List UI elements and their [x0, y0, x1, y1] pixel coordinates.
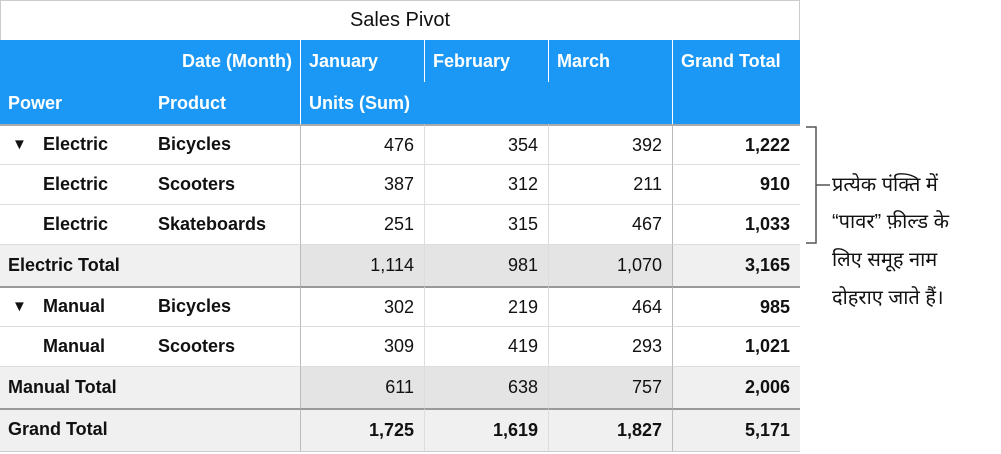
value-cell: 312: [424, 164, 548, 204]
value-cell: 464: [548, 286, 672, 326]
product-cell: Bicycles: [158, 295, 232, 316]
header-cell: [672, 82, 800, 124]
power-cell: Electric: [43, 133, 109, 154]
total-cell: 1,021: [672, 326, 800, 366]
total-cell: 910: [672, 164, 800, 204]
value-cell: 211: [548, 164, 672, 204]
table-title: Sales Pivot: [0, 0, 800, 40]
product-cell: Scooters: [158, 335, 236, 356]
header-cell: Power: [8, 92, 63, 113]
header-cell: March: [548, 40, 672, 82]
product-cell: Bicycles: [158, 133, 232, 154]
annotation-line: दोहराए जाते हैं।: [832, 287, 944, 309]
disclosure-triangle: ▼: [12, 135, 27, 153]
value-cell: 757: [548, 366, 672, 408]
value-cell: 1,619: [424, 408, 548, 451]
value-cell: 1,114: [300, 244, 424, 286]
table-row: [0, 164, 800, 204]
table-row: [0, 124, 800, 164]
disclosure-triangle: ▼: [12, 297, 27, 315]
header-cell: Date (Month): [182, 50, 292, 71]
total-cell: 5,171: [672, 408, 800, 451]
power-cell: Manual: [43, 295, 106, 316]
value-cell: 251: [300, 204, 424, 244]
value-cell: 293: [548, 326, 672, 366]
value-cell: 392: [548, 124, 672, 164]
value-cell: 1,070: [548, 244, 672, 286]
power-cell: Electric: [43, 213, 109, 234]
value-cell: 1,827: [548, 408, 672, 451]
total-cell: 1,222: [672, 124, 800, 164]
total-cell: 1,033: [672, 204, 800, 244]
value-cell: 354: [424, 124, 548, 164]
header-cell: Grand Total: [672, 40, 800, 82]
value-cell: 219: [424, 286, 548, 326]
total-label: Grand Total: [8, 419, 108, 439]
total-cell: 985: [672, 286, 800, 326]
power-cell: Electric: [43, 173, 109, 194]
power-cell: Manual: [43, 335, 106, 356]
header-cell: February: [424, 40, 548, 82]
bracket: [806, 126, 830, 244]
product-cell: Scooters: [158, 173, 236, 194]
annotation-line: प्रत्येक पंक्ति में: [832, 174, 938, 196]
value-cell: 315: [424, 204, 548, 244]
value-cell: 638: [424, 366, 548, 408]
value-cell: 1,725: [300, 408, 424, 451]
value-cell: 476: [300, 124, 424, 164]
total-label: Electric Total: [8, 254, 120, 275]
value-cell: 302: [300, 286, 424, 326]
value-cell: 611: [300, 366, 424, 408]
table-row: [0, 408, 800, 451]
total-label: Manual Total: [8, 376, 117, 397]
header-cell: January: [300, 40, 424, 82]
product-cell: Skateboards: [158, 213, 267, 234]
total-cell: 2,006: [672, 366, 800, 408]
value-cell: 309: [300, 326, 424, 366]
value-cell: 419: [424, 326, 548, 366]
annotation-line: “पावर” फ़ील्ड के: [832, 211, 949, 233]
annotation-line: लिए समूह नाम: [832, 249, 938, 271]
table-bottom: [0, 451, 800, 452]
total-cell: 3,165: [672, 244, 800, 286]
value-cell: 981: [424, 244, 548, 286]
header-band: [0, 40, 800, 124]
header-cell: Product: [158, 92, 227, 113]
header-cell: Units (Sum): [300, 82, 672, 124]
value-cell: 467: [548, 204, 672, 244]
value-cell: 387: [300, 164, 424, 204]
